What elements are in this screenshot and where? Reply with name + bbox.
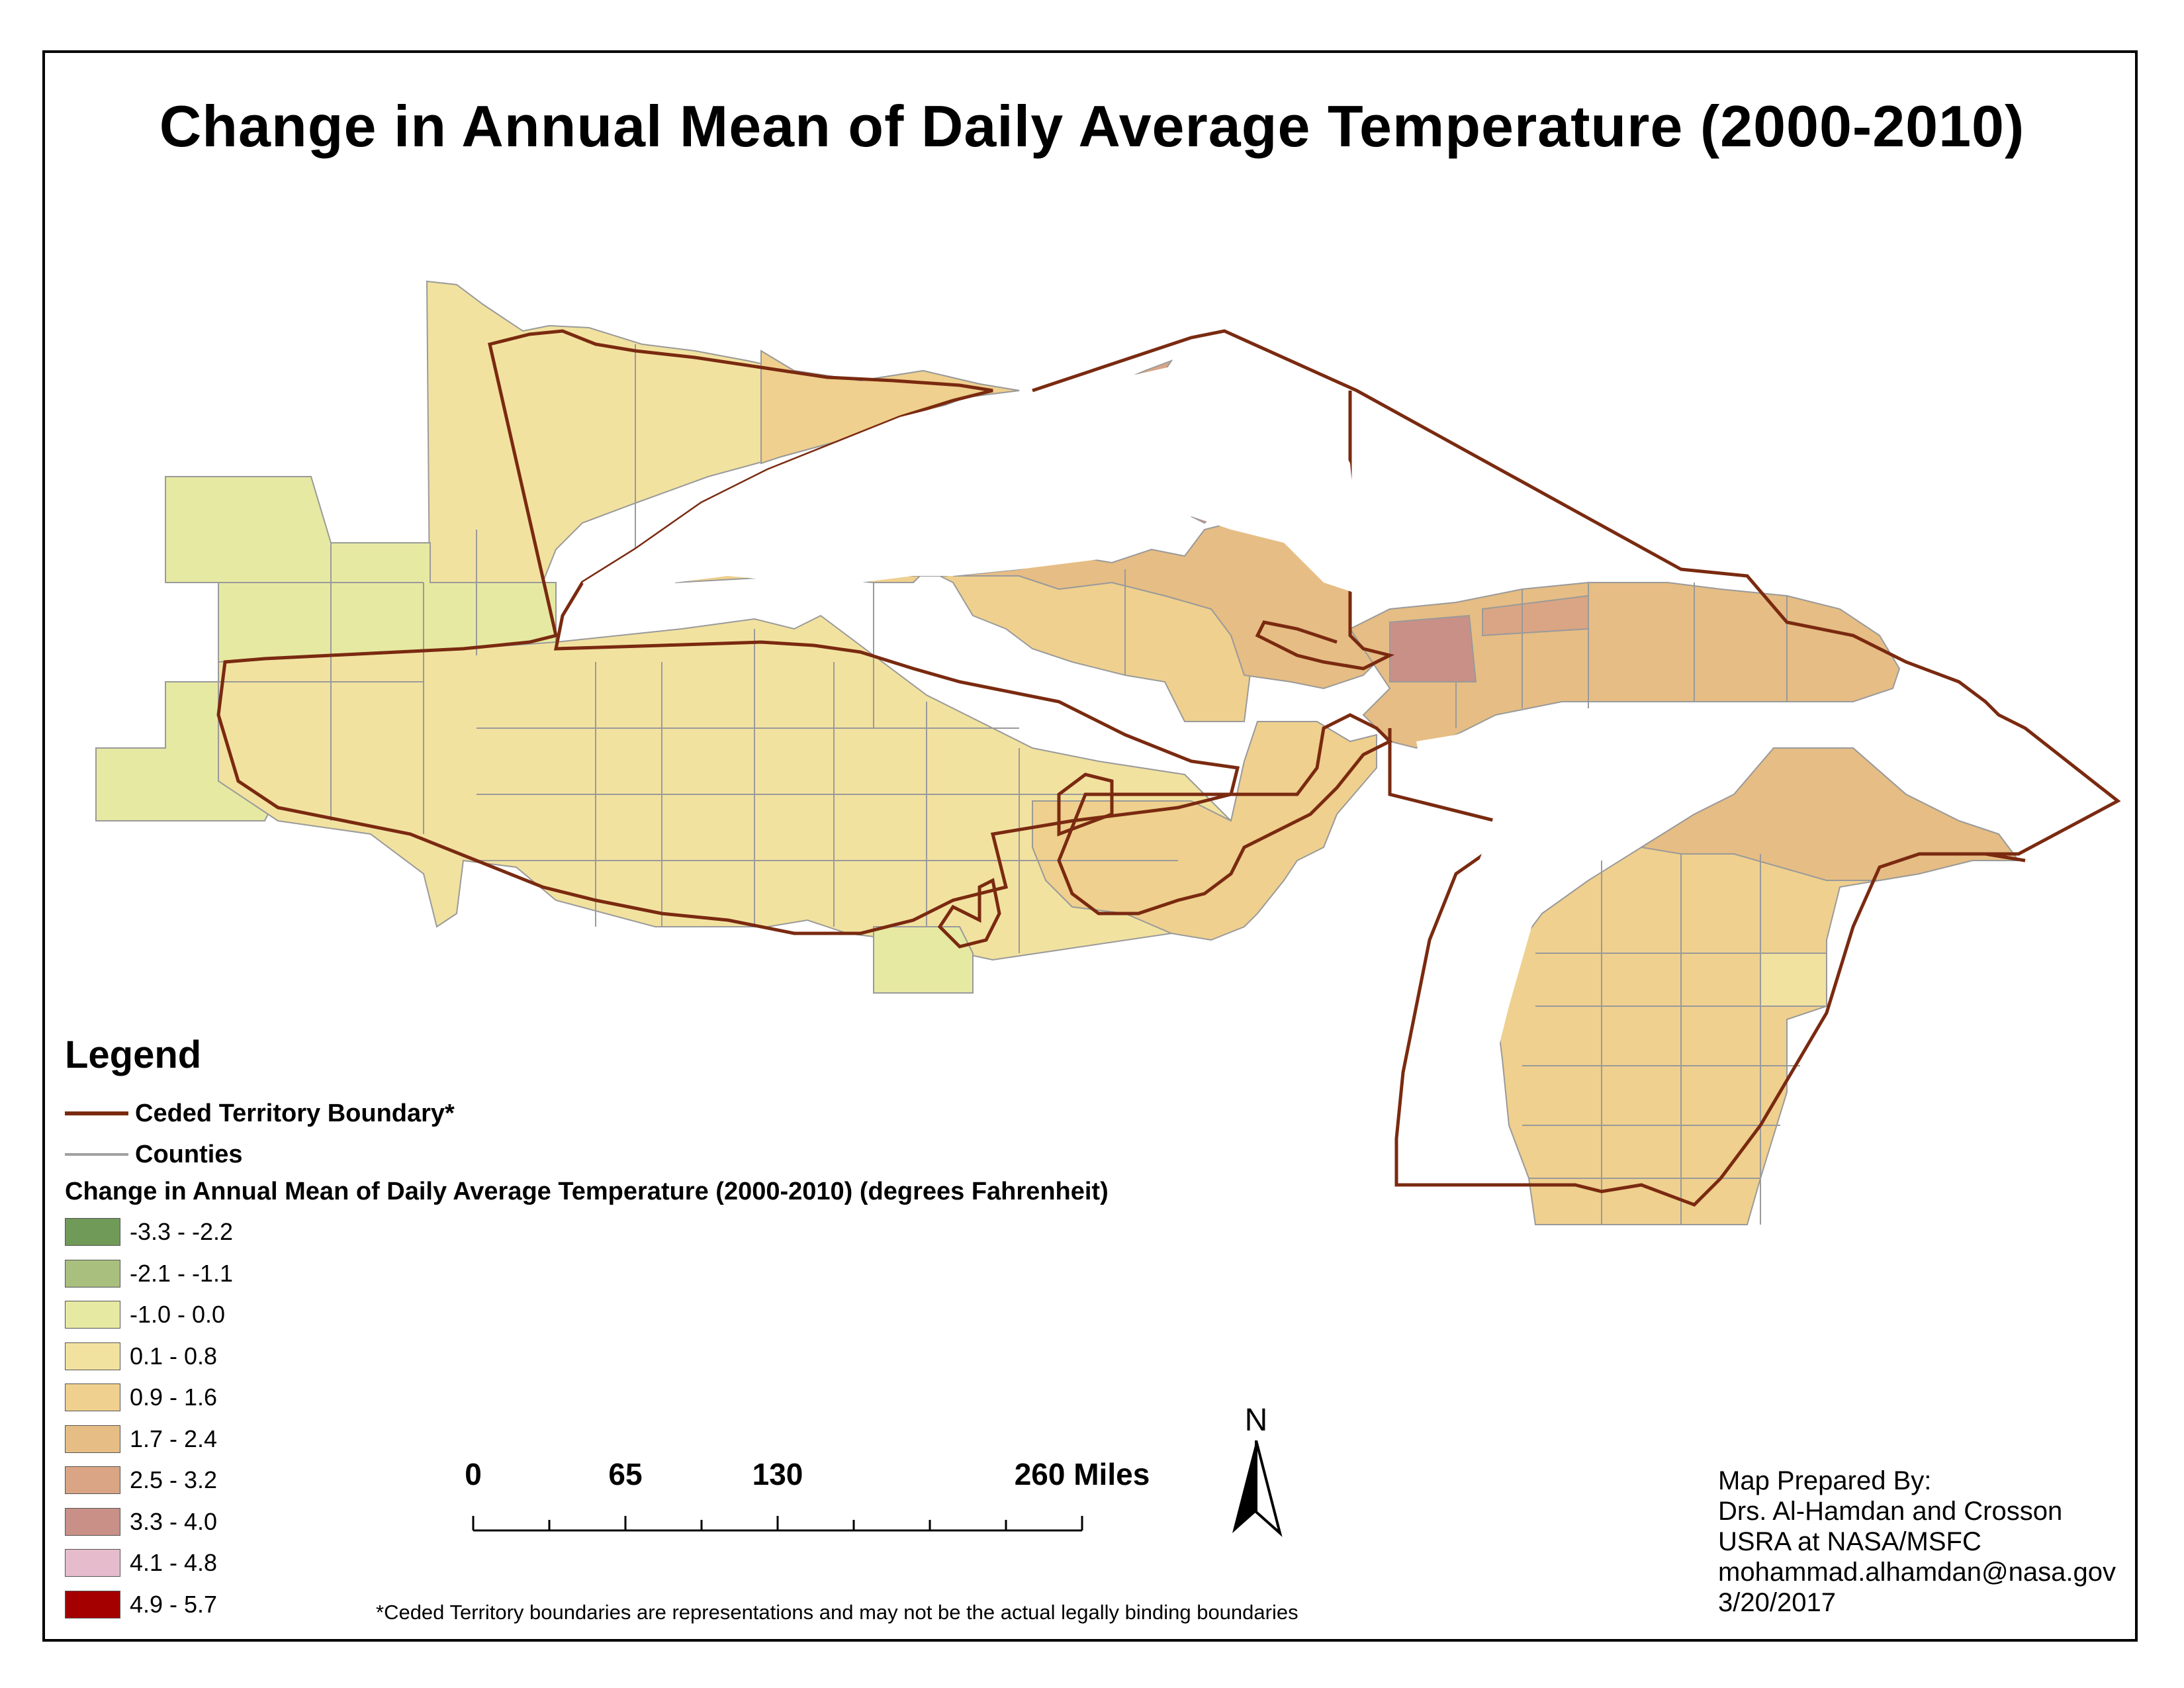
legend-class-label: 2.5 - 3.2 (130, 1466, 218, 1494)
boundary-minnesota (216, 329, 1240, 935)
boundary-lake-superior (1032, 329, 2121, 856)
legend-class-row: 0.1 - 0.8 (65, 1336, 1256, 1378)
legend-swatch (65, 1466, 120, 1495)
legend-swatch (65, 1301, 120, 1329)
north-arrow: N (1223, 1402, 1289, 1537)
credits-line: 3/20/2017 (1718, 1588, 1836, 1617)
legend-boundary-label: Ceded Territory Boundary* (135, 1099, 455, 1127)
legend-class-label: 1.7 - 2.4 (130, 1425, 218, 1452)
credits-block: Map Prepared By: Drs. Al-Hamdan and Cros… (1718, 1466, 2116, 1618)
legend-ramp-title: Change in Annual Mean of Daily Average T… (65, 1178, 1109, 1205)
legend-class-row: -1.0 - 0.0 (65, 1294, 1256, 1336)
legend-swatch (65, 1259, 120, 1288)
legend-class-row: -3.3 - -2.2 (65, 1211, 1256, 1253)
region-central-mn-wi (218, 614, 1232, 961)
legend-class-label: 0.9 - 1.6 (130, 1383, 218, 1411)
legend-class-row: 4.9 - 5.7 (65, 1584, 1256, 1626)
credits-line: Drs. Al-Hamdan and Crosson (1718, 1497, 2063, 1526)
legend-counties-label: Counties (135, 1140, 243, 1168)
legend: Legend Ceded Territory Boundary* Countie… (65, 1033, 1256, 1625)
legend-class-label: 4.9 - 5.7 (130, 1590, 218, 1618)
legend-classes: -3.3 - -2.2 -2.1 - -1.1 -1.0 - 0.0 0.1 - 0.… (65, 1211, 1256, 1625)
legend-class-label: -3.3 - -2.2 (130, 1218, 234, 1246)
scale-label-65: 65 (608, 1457, 643, 1491)
boundary-east-wisconsin (1057, 713, 1393, 915)
legend-class-row: 3.3 - 4.0 (65, 1501, 1256, 1543)
region-south-pocket (873, 926, 974, 994)
legend-swatch (65, 1549, 120, 1577)
north-letter: N (1244, 1403, 1268, 1438)
legend-swatch (65, 1507, 120, 1536)
water-lakes (582, 357, 1668, 1178)
legend-class-label: -1.0 - 0.0 (130, 1301, 226, 1329)
map-frame (42, 50, 2138, 1642)
north-arrow-icon (1232, 1440, 1283, 1537)
lake-michigan (1416, 715, 1668, 1178)
region-lower-michigan-north (1639, 747, 2020, 881)
legend-swatch (65, 1342, 120, 1370)
county-lines (218, 344, 1827, 1225)
boundary-wisconsin-loop (937, 878, 1001, 949)
credits-line: USRA at NASA/MSFC (1718, 1527, 1981, 1556)
scale-label-0: 0 (465, 1457, 482, 1491)
legend-heading: Legend (65, 1033, 202, 1076)
scale-label-130: 130 (752, 1457, 803, 1491)
legend-class-row: 1.7 - 2.4 (65, 1419, 1256, 1460)
scale-bar-labels: 0 65 130 260 Miles (463, 1456, 1150, 1542)
boundary-up-divider (1255, 391, 1395, 671)
legend-class-row: 4.1 - 4.8 (65, 1542, 1256, 1584)
footnote: *Ceded Territory boundaries are represen… (376, 1601, 1298, 1624)
ceded-territory-boundary (216, 329, 2121, 1207)
legend-class-row: 0.9 - 1.6 (65, 1377, 1256, 1419)
legend-swatch (65, 1218, 120, 1246)
county-line-icon (65, 1153, 128, 1156)
lake-superior (582, 357, 1363, 599)
legend-swatch (65, 1425, 120, 1453)
legend-class-label: 4.1 - 4.8 (130, 1549, 218, 1577)
legend-class-label: -2.1 - -1.1 (130, 1259, 234, 1287)
legend-counties-row: Counties (65, 1134, 1256, 1175)
legend-boundary-row: Ceded Territory Boundary* (65, 1093, 1256, 1134)
legend-class-label: 3.3 - 4.0 (130, 1507, 218, 1535)
legend-class-row: 2.5 - 3.2 (65, 1460, 1256, 1501)
region-up-dark (1389, 614, 1477, 682)
map-title: Change in Annual Mean of Daily Average T… (159, 93, 2025, 159)
boundary-lake-michigan (1388, 728, 2026, 1207)
legend-class-row: -2.1 - -1.1 (65, 1253, 1256, 1295)
region-lower-michigan-light (1760, 953, 1827, 1007)
scale-bar (472, 1516, 1083, 1532)
credits-line: Map Prepared By: (1718, 1466, 1932, 1495)
legend-swatch (65, 1383, 120, 1412)
legend-swatch (65, 1590, 120, 1618)
region-east-wisconsin (1032, 721, 1377, 941)
boundary-line-icon (65, 1111, 128, 1115)
scale-label-260: 260 Miles (1014, 1457, 1150, 1491)
credits-line: mohammad.alhamdan@nasa.gov (1718, 1558, 2116, 1587)
legend-class-label: 0.1 - 0.8 (130, 1342, 218, 1370)
